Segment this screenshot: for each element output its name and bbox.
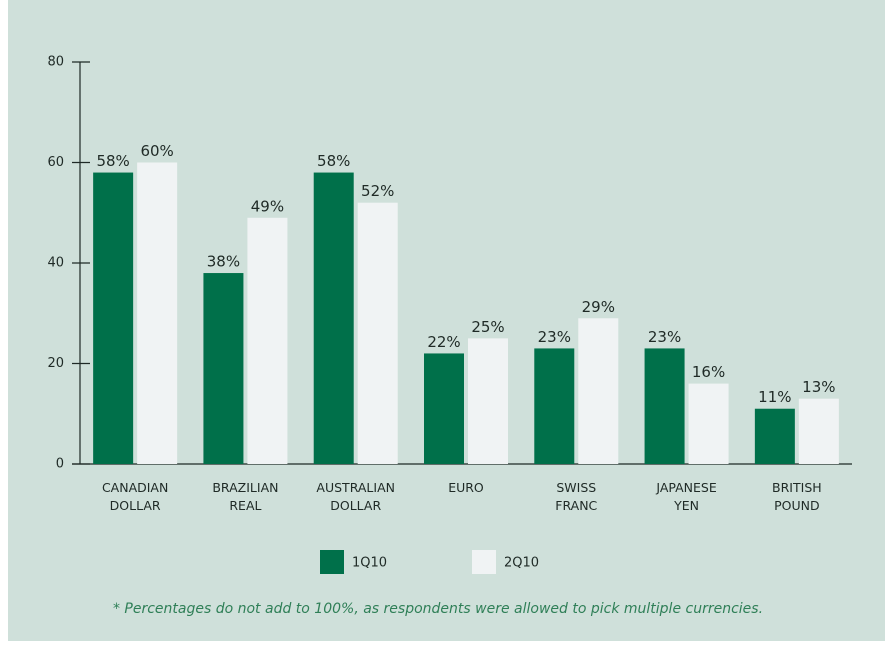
value-label: 22% (427, 333, 460, 351)
bar (424, 353, 464, 464)
bar (93, 172, 134, 465)
bar (137, 162, 178, 464)
x-tick-label: JAPANESE YEN (655, 480, 716, 513)
legend-label: 2Q10 (504, 556, 539, 571)
x-tick-label: BRITISH POUND (772, 480, 822, 513)
value-label: 52% (361, 182, 394, 200)
bar (247, 217, 288, 464)
y-tick-label: 40 (47, 256, 64, 271)
value-label: 49% (251, 197, 284, 215)
bar (754, 408, 795, 464)
x-tick-label: EURO (448, 480, 484, 495)
x-tick-label: BRAZILIAN REAL (212, 480, 278, 513)
value-label: 60% (140, 142, 173, 160)
y-tick-label: 60 (47, 155, 64, 170)
bar (644, 348, 685, 464)
value-label: 16% (692, 363, 725, 381)
bar (688, 383, 729, 464)
legend-label: 1Q10 (352, 556, 387, 571)
value-label: 25% (471, 318, 504, 336)
value-label: 13% (802, 378, 835, 396)
y-tick-label: 80 (47, 55, 64, 70)
bar (534, 348, 575, 464)
value-label: 38% (207, 253, 240, 271)
x-tick-label: CANADIAN DOLLAR (102, 480, 168, 513)
value-label: 58% (96, 152, 129, 170)
x-tick-label: AUSTRALIAN DOLLAR (316, 480, 395, 513)
bar (468, 338, 508, 464)
value-label: 11% (758, 388, 791, 406)
value-label: 29% (582, 298, 615, 316)
bar (203, 273, 244, 464)
legend-swatch (472, 550, 496, 574)
value-label: 23% (538, 328, 571, 346)
bar (313, 172, 354, 465)
bar (578, 318, 619, 464)
bar (357, 202, 398, 464)
footnote: * Percentages do not add to 100%, as res… (113, 601, 763, 617)
value-label: 58% (317, 152, 350, 170)
legend-swatch (320, 550, 344, 574)
y-tick-label: 20 (47, 356, 64, 371)
y-tick-label: 0 (56, 457, 64, 472)
x-tick-label: SWISS FRANC (555, 480, 597, 513)
value-label: 23% (648, 328, 681, 346)
bar (798, 398, 839, 464)
